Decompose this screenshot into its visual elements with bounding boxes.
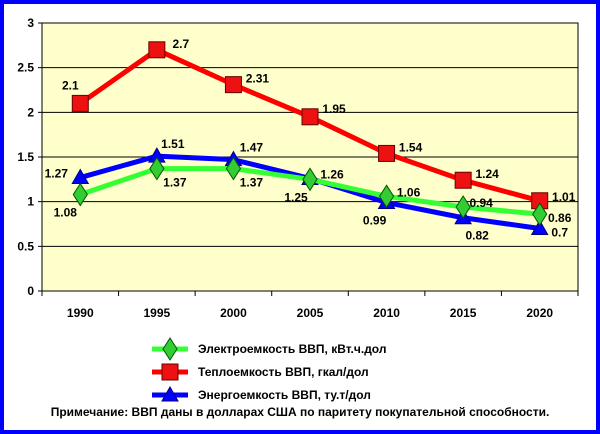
data-label-electricity: 0.94 xyxy=(469,196,493,210)
legend-marker xyxy=(162,337,178,361)
data-label-energy: 0.7 xyxy=(551,225,568,239)
data-labels-electricity: 1.08 1.37 1.37 1.25 1.06 0.94 0.86 xyxy=(54,176,572,226)
x-tick-label: 2010 xyxy=(373,306,400,320)
data-point-heat xyxy=(224,76,242,94)
data-point-electricity xyxy=(532,202,548,227)
footnote: Примечание: ВВП даны в долларах США по п… xyxy=(51,405,550,419)
data-label-heat: 1.01 xyxy=(552,190,576,204)
legend-item-electricity: Электроемкость ВВП, кВт.ч.дол xyxy=(152,337,386,361)
legend-item-heat: Теплоемкость ВВП, гкал/дол xyxy=(152,363,369,381)
x-tick-label: 2015 xyxy=(450,306,477,320)
data-point-electricity xyxy=(302,167,318,192)
x-tick-label: 1990 xyxy=(67,306,94,320)
chart: 0 0.5 1 1.5 2 2.5 3 1990 1995 2000 2005 2010 2015 20… xyxy=(17,16,579,419)
data-label-heat: 1.54 xyxy=(399,140,423,154)
data-label-electricity: 1.37 xyxy=(163,176,187,190)
data-point-heat xyxy=(71,94,89,112)
data-label-electricity: 1.06 xyxy=(397,185,421,199)
data-label-electricity: 1.08 xyxy=(54,206,78,220)
data-point-electricity xyxy=(225,156,242,181)
legend: Электроемкость ВВП, кВт.ч.дол Теплоемкост… xyxy=(152,337,386,402)
data-label-electricity: 0.86 xyxy=(548,211,572,225)
legend-marker xyxy=(161,363,179,381)
data-point-heat xyxy=(148,41,166,59)
y-axis-ticks: 0 0.5 1 1.5 2 2.5 3 xyxy=(17,16,42,298)
x-tick-label: 1995 xyxy=(144,306,171,320)
y-tick-label: 2.5 xyxy=(17,61,34,75)
data-label-electricity: 1.37 xyxy=(240,176,264,190)
y-tick-label: 3 xyxy=(27,16,34,30)
data-label-energy: 1.51 xyxy=(161,137,185,151)
series-heat xyxy=(71,41,549,210)
legend-marker xyxy=(161,385,179,402)
data-point-heat xyxy=(378,144,396,162)
y-tick-label: 2 xyxy=(27,105,34,119)
series-electricity xyxy=(72,156,548,227)
y-tick-label: 1.5 xyxy=(17,150,34,164)
data-label-energy: 1.27 xyxy=(45,167,69,181)
data-labels-energy: 1.27 1.51 1.47 1.26 0.99 0.82 0.7 xyxy=(45,137,569,243)
data-labels-heat: 2.1 2.7 2.31 1.95 1.54 1.24 1.01 xyxy=(62,37,576,204)
legend-label: Теплоемкость ВВП, гкал/дол xyxy=(198,365,369,379)
chart-frame: 0 0.5 1 1.5 2 2.5 3 1990 1995 2000 2005 2010 2015 20… xyxy=(4,4,596,430)
data-point-heat xyxy=(454,171,472,189)
data-label-energy: 1.26 xyxy=(320,167,344,181)
x-tick-label: 2000 xyxy=(220,306,247,320)
data-label-electricity: 1.25 xyxy=(284,190,308,204)
data-label-heat: 2.7 xyxy=(173,37,190,51)
x-tick-label: 2005 xyxy=(297,306,324,320)
x-tick-label: 2020 xyxy=(526,306,553,320)
y-tick-label: 0.5 xyxy=(17,239,34,253)
data-point-electricity xyxy=(378,184,395,209)
x-axis-ticks: 1990 1995 2000 2005 2010 2015 2020 xyxy=(41,291,579,320)
data-label-energy: 0.82 xyxy=(465,229,489,243)
y-tick-label: 1 xyxy=(27,195,34,209)
data-point-electricity xyxy=(149,156,165,181)
data-point-electricity xyxy=(72,182,88,207)
data-label-energy: 0.99 xyxy=(363,214,387,228)
data-label-heat: 2.1 xyxy=(62,78,79,92)
legend-label: Электроемкость ВВП, кВт.ч.дол xyxy=(198,342,386,356)
legend-label: Энергоемкость ВВП, ту.т/дол xyxy=(198,388,371,402)
data-label-heat: 1.24 xyxy=(475,167,499,181)
data-label-heat: 1.95 xyxy=(322,102,346,116)
legend-item-energy: Энергоемкость ВВП, ту.т/дол xyxy=(152,385,371,402)
series-layer: 1.08 1.37 1.37 1.25 1.06 0.94 0.86 2.1 2.7 2.31 1.… xyxy=(45,37,576,243)
data-label-energy: 1.47 xyxy=(240,141,264,155)
data-label-heat: 2.31 xyxy=(246,72,270,86)
y-tick-label: 0 xyxy=(27,284,34,298)
data-point-heat xyxy=(301,108,319,126)
data-point-energy xyxy=(530,219,549,235)
data-point-electricity xyxy=(455,195,471,219)
